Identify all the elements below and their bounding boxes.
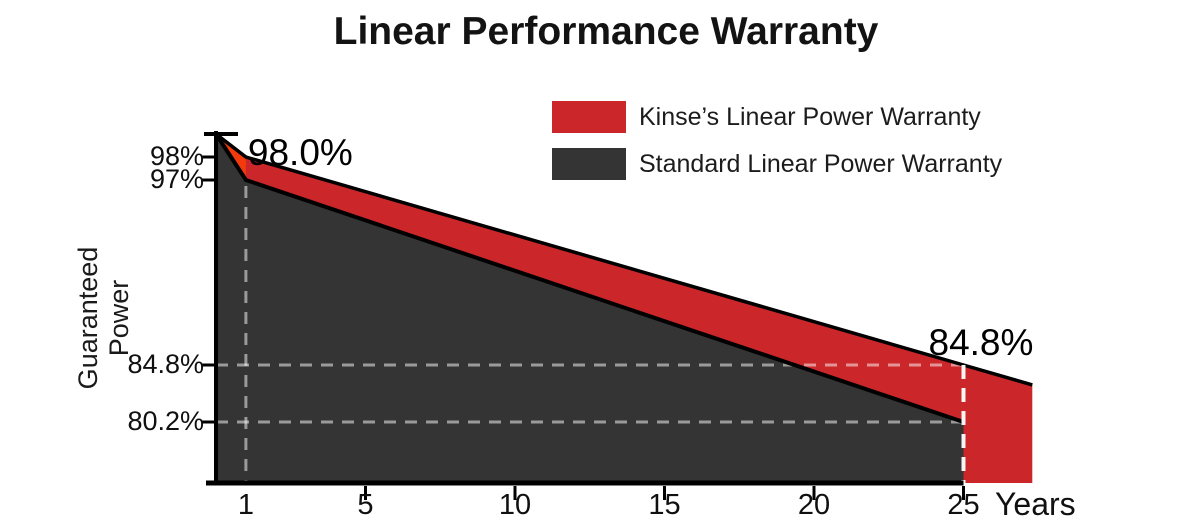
annotation-end-value: 84.8% xyxy=(928,322,1034,363)
standard-warranty-area xyxy=(216,134,964,483)
x-tick-label: 5 xyxy=(357,489,374,521)
y-tick-label: 98% xyxy=(149,141,204,171)
y-tick-label: 84.8% xyxy=(127,349,204,379)
x-tick-label: 25 xyxy=(947,489,980,521)
legend-swatch-standard-dark xyxy=(552,148,626,180)
x-tick-label: 1 xyxy=(237,489,254,521)
y-tick-label: 97% xyxy=(149,164,204,194)
legend: Kinse’s Linear Power Warranty Standard L… xyxy=(552,101,1002,195)
y-tick-label: 80.2% xyxy=(127,406,204,436)
legend-swatch-kinse-red xyxy=(552,101,626,133)
legend-label-kinse: Kinse’s Linear Power Warranty xyxy=(639,102,981,131)
legend-item-kinse: Kinse’s Linear Power Warranty xyxy=(552,101,1002,133)
x-tick-label: 10 xyxy=(498,489,532,521)
legend-label-standard: Standard Linear Power Warranty xyxy=(639,149,1003,178)
kinse-warranty-line xyxy=(214,132,1033,387)
annotation-start-value: 98.0% xyxy=(247,132,353,173)
x-tick-label: 20 xyxy=(797,489,831,521)
chart-title: Linear Performance Warranty xyxy=(333,10,879,53)
x-axis-title: Years xyxy=(995,486,1076,522)
x-tick-label: 15 xyxy=(648,489,681,521)
legend-item-standard: Standard Linear Power Warranty xyxy=(552,148,1002,180)
standard-warranty-line xyxy=(214,132,965,424)
